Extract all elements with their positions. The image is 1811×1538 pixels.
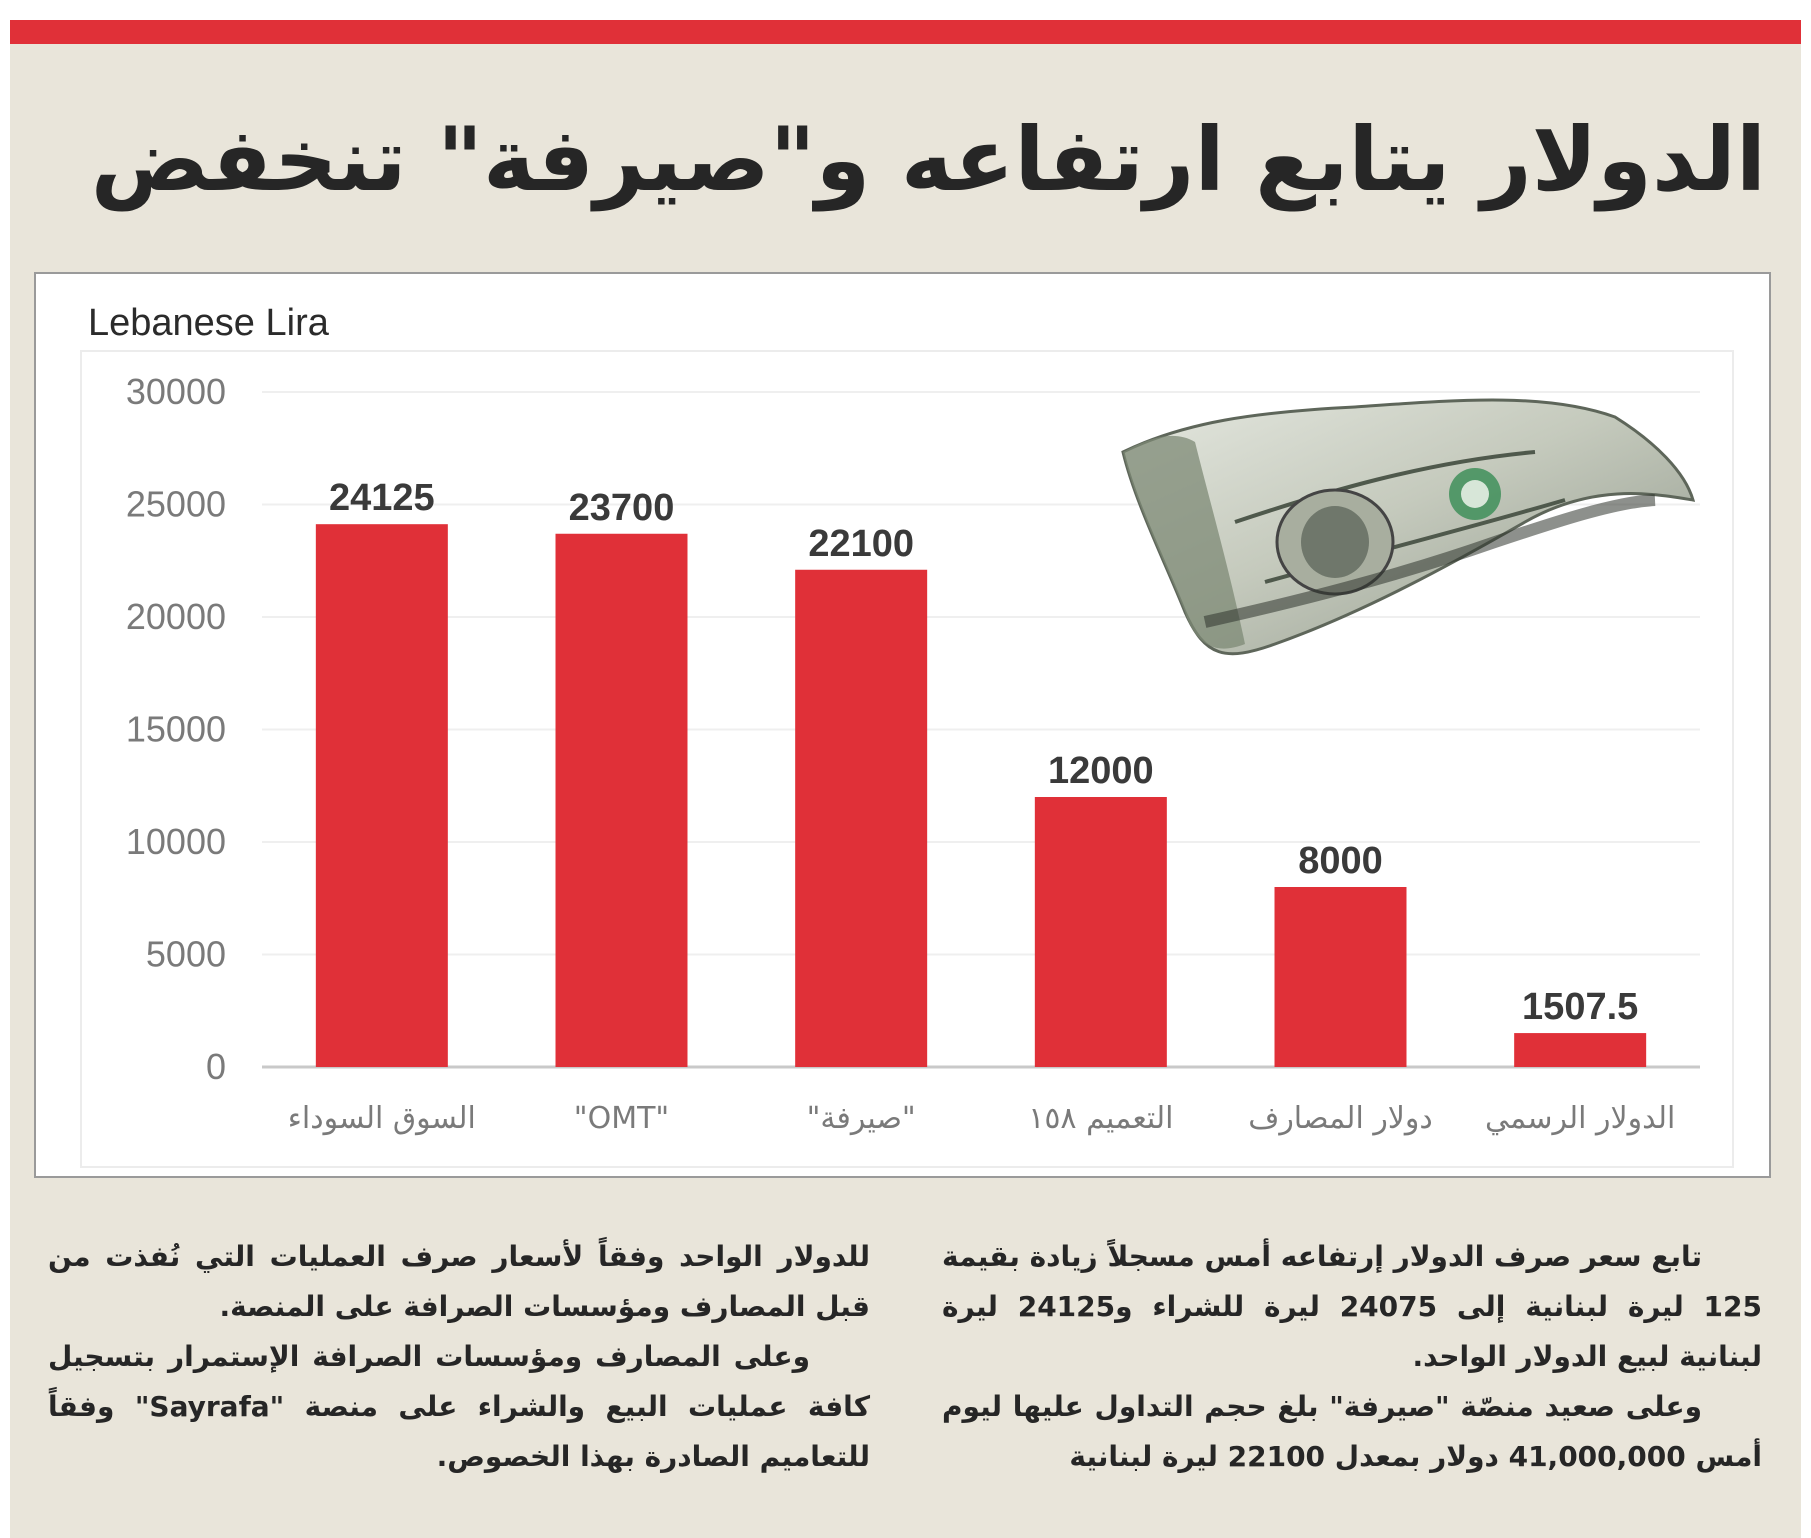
data-label: 8000: [1298, 840, 1383, 882]
bar: [315, 524, 448, 1067]
bar: [1514, 1033, 1647, 1067]
bar: [1274, 887, 1407, 1067]
data-label: 24125: [329, 477, 435, 519]
x-tick-label: "OMT": [574, 1101, 669, 1136]
data-label: 1507.5: [1522, 986, 1638, 1028]
top-accent-bar: [10, 20, 1801, 44]
y-tick-label: 0: [206, 1046, 226, 1087]
bar: [555, 533, 688, 1067]
x-tick-label: "صيرفة": [807, 1101, 916, 1136]
y-tick-label: 5000: [146, 934, 226, 975]
plot-frame: [80, 350, 1734, 1168]
dollar-bill-image: [1121, 398, 1695, 656]
bar: [795, 569, 928, 1067]
data-label: 22100: [808, 523, 914, 565]
data-label: 23700: [569, 487, 675, 529]
headline: الدولار يتابع ارتفاعه و"صيرفة" تنخفض: [90, 108, 1766, 211]
x-tick-label: الدولار الرسمي: [1485, 1101, 1675, 1136]
data-label: 12000: [1048, 750, 1154, 792]
article-column-left: للدولار الواحد وفقاً لأسعار صرف العمليات…: [48, 1232, 870, 1482]
bar: [1034, 797, 1167, 1067]
y-tick-label: 15000: [126, 709, 226, 750]
article-paragraph: وعلى صعيد منصّة "صيرفة" بلغ حجم التداول …: [942, 1390, 1762, 1473]
x-tick-label: دولار المصارف: [1248, 1101, 1433, 1136]
y-tick-label: 25000: [126, 484, 226, 525]
y-tick-label: 10000: [126, 821, 226, 862]
y-tick-label: 20000: [126, 596, 226, 637]
x-tick-label: التعميم ١٥٨: [1028, 1101, 1173, 1136]
article-paragraph: للدولار الواحد وفقاً لأسعار صرف العمليات…: [48, 1240, 870, 1323]
y-tick-label: 30000: [126, 371, 226, 412]
article-paragraph: وعلى المصارف ومؤسسات الصرافة الإستمرار ب…: [48, 1340, 870, 1473]
x-tick-label: السوق السوداء: [288, 1101, 476, 1136]
article-column-right: تابع سعر صرف الدولار إرتفاعه أمس مسجلاً …: [942, 1232, 1762, 1482]
chart-title: Lebanese Lira: [88, 302, 329, 344]
article-paragraph: تابع سعر صرف الدولار إرتفاعه أمس مسجلاً …: [942, 1240, 1762, 1373]
